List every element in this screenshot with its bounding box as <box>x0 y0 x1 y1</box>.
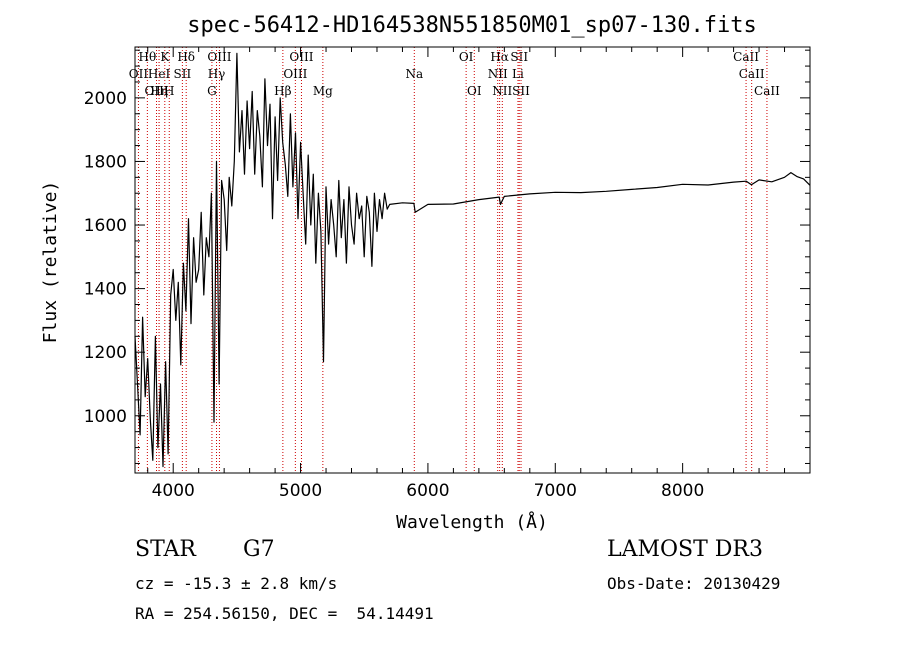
spectral-line-label: Hγ <box>208 67 226 81</box>
axes-layer: 4000 5000 6000 7000 8000 1000 1200 1400 1600 1800… <box>84 46 811 501</box>
spectral-line-label: Na <box>405 67 423 81</box>
spectral-line-label: G <box>207 84 217 98</box>
coordinates-line: RA = 254.56150, DEC = 54.14491 <box>135 604 434 623</box>
y-tick-label: 1800 <box>84 152 127 172</box>
x-tick-label: 7000 <box>534 481 577 501</box>
object-class: STAR <box>135 537 196 562</box>
x-tick-label: 5000 <box>279 481 322 501</box>
spectral-line-label: OI <box>467 84 482 98</box>
spectral-line-label: Hθ <box>139 50 157 64</box>
spectral-line-label: CaII <box>739 67 765 81</box>
spectral-line-label: OI <box>459 50 474 64</box>
spectral-line-label: Hβ <box>274 84 291 98</box>
spectral-line-label: Hδ <box>177 50 195 64</box>
spectral-line-label: Mg <box>313 84 333 98</box>
spectral-line-label: K <box>160 50 170 64</box>
obs-date-line: Obs-Date: 20130429 <box>607 574 781 593</box>
x-axis-label: Wavelength (Å) <box>396 511 548 533</box>
y-tick-label: 1200 <box>84 343 127 363</box>
y-tick-label: 1400 <box>84 280 127 300</box>
chart-title: spec-56412-HD164538N551850M01_sp07-130.f… <box>187 13 757 38</box>
spectral-line-label: SII <box>174 67 192 81</box>
spectral-line-label: NII <box>492 84 512 98</box>
spectral-line-label: OII <box>129 67 149 81</box>
x-tick-label: 6000 <box>406 481 449 501</box>
spectrum-line <box>134 52 811 468</box>
spectral-line-label: H <box>164 84 174 98</box>
survey-name: LAMOST DR3 <box>607 537 763 562</box>
spectral-line-label: CaII <box>754 84 780 98</box>
x-tick-label: 4000 <box>152 481 195 501</box>
spectral-line-label: OIII <box>283 67 307 81</box>
object-subclass: G7 <box>243 537 275 562</box>
spectral-line-label: SII <box>510 50 528 64</box>
redshift-line: cz = -15.3 ± 2.8 km/s <box>135 574 338 593</box>
spectral-line-label: CaII <box>733 50 759 64</box>
x-tick-label: 8000 <box>661 481 704 501</box>
spectral-line-label: OIII <box>144 84 168 98</box>
y-tick-label: 2000 <box>84 89 127 109</box>
spectrum-series-layer <box>134 52 811 468</box>
spectral-line-label: SII <box>512 84 530 98</box>
y-tick-label: 1000 <box>84 407 127 427</box>
spectral-line-label: OIII <box>207 50 231 64</box>
plot-frame <box>134 46 811 474</box>
spectral-line-label: OIII <box>289 50 313 64</box>
y-axis-label: Flux (relative) <box>40 181 61 344</box>
y-tick-label: 1600 <box>84 216 127 236</box>
spectral-line-label: Hα <box>490 50 509 64</box>
spectral-line-label: NII <box>488 67 508 81</box>
spectral-line-label: Li <box>512 67 524 81</box>
spectral-line-label: Hη <box>150 84 168 98</box>
